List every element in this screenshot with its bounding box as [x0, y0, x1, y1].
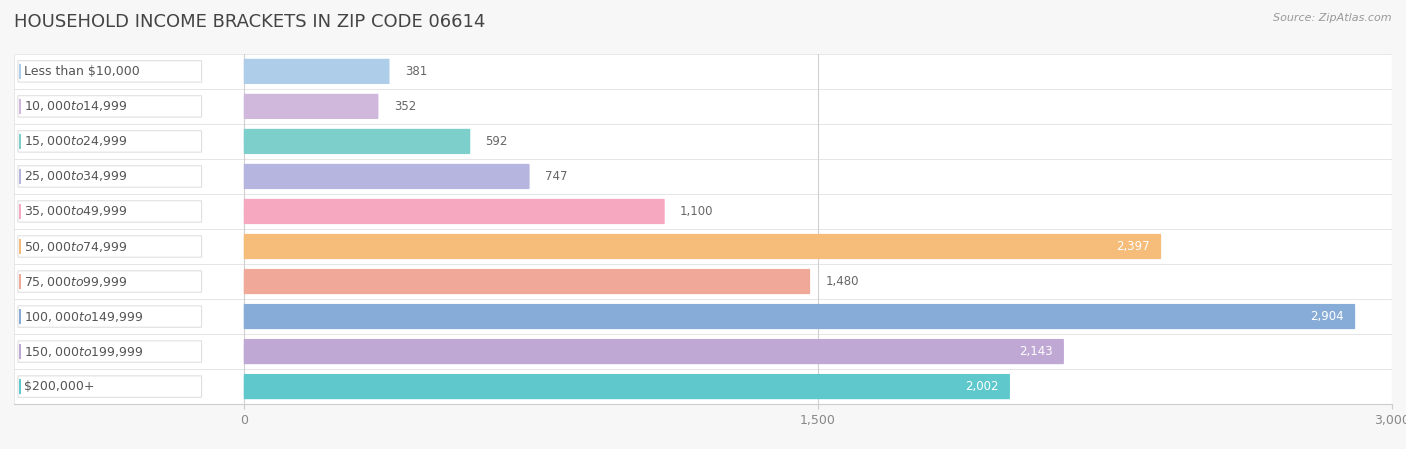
FancyBboxPatch shape: [14, 159, 1392, 194]
Text: 592: 592: [485, 135, 508, 148]
Text: 2,397: 2,397: [1116, 240, 1150, 253]
Text: 1,100: 1,100: [681, 205, 713, 218]
FancyBboxPatch shape: [14, 194, 1392, 229]
Text: $75,000 to $99,999: $75,000 to $99,999: [24, 274, 128, 289]
Text: $200,000+: $200,000+: [24, 380, 94, 393]
Text: $100,000 to $149,999: $100,000 to $149,999: [24, 309, 143, 324]
FancyBboxPatch shape: [18, 306, 201, 327]
FancyBboxPatch shape: [243, 94, 378, 119]
FancyBboxPatch shape: [18, 166, 201, 187]
Text: Less than $10,000: Less than $10,000: [24, 65, 139, 78]
Text: $150,000 to $199,999: $150,000 to $199,999: [24, 344, 143, 359]
FancyBboxPatch shape: [18, 61, 201, 82]
Text: 352: 352: [394, 100, 416, 113]
FancyBboxPatch shape: [18, 341, 201, 362]
Text: 2,002: 2,002: [965, 380, 998, 393]
Text: $35,000 to $49,999: $35,000 to $49,999: [24, 204, 128, 219]
Text: $25,000 to $34,999: $25,000 to $34,999: [24, 169, 128, 184]
FancyBboxPatch shape: [243, 304, 1355, 329]
Text: $15,000 to $24,999: $15,000 to $24,999: [24, 134, 128, 149]
FancyBboxPatch shape: [18, 236, 201, 257]
FancyBboxPatch shape: [243, 234, 1161, 259]
FancyBboxPatch shape: [243, 59, 389, 84]
FancyBboxPatch shape: [14, 334, 1392, 369]
FancyBboxPatch shape: [14, 89, 1392, 124]
FancyBboxPatch shape: [18, 131, 201, 152]
FancyBboxPatch shape: [14, 299, 1392, 334]
Text: 1,480: 1,480: [825, 275, 859, 288]
Text: Source: ZipAtlas.com: Source: ZipAtlas.com: [1274, 13, 1392, 23]
FancyBboxPatch shape: [14, 369, 1392, 404]
FancyBboxPatch shape: [18, 376, 201, 397]
FancyBboxPatch shape: [243, 129, 470, 154]
FancyBboxPatch shape: [14, 54, 1392, 89]
Text: 747: 747: [546, 170, 568, 183]
FancyBboxPatch shape: [243, 164, 530, 189]
FancyBboxPatch shape: [14, 229, 1392, 264]
FancyBboxPatch shape: [243, 199, 665, 224]
FancyBboxPatch shape: [14, 264, 1392, 299]
Text: 2,904: 2,904: [1310, 310, 1344, 323]
FancyBboxPatch shape: [14, 124, 1392, 159]
Text: HOUSEHOLD INCOME BRACKETS IN ZIP CODE 06614: HOUSEHOLD INCOME BRACKETS IN ZIP CODE 06…: [14, 13, 485, 31]
FancyBboxPatch shape: [18, 96, 201, 117]
FancyBboxPatch shape: [243, 339, 1064, 364]
FancyBboxPatch shape: [18, 271, 201, 292]
FancyBboxPatch shape: [18, 201, 201, 222]
Text: $10,000 to $14,999: $10,000 to $14,999: [24, 99, 128, 114]
FancyBboxPatch shape: [243, 269, 810, 294]
FancyBboxPatch shape: [243, 374, 1010, 399]
Text: $50,000 to $74,999: $50,000 to $74,999: [24, 239, 128, 254]
Text: 2,143: 2,143: [1019, 345, 1053, 358]
Text: 381: 381: [405, 65, 427, 78]
